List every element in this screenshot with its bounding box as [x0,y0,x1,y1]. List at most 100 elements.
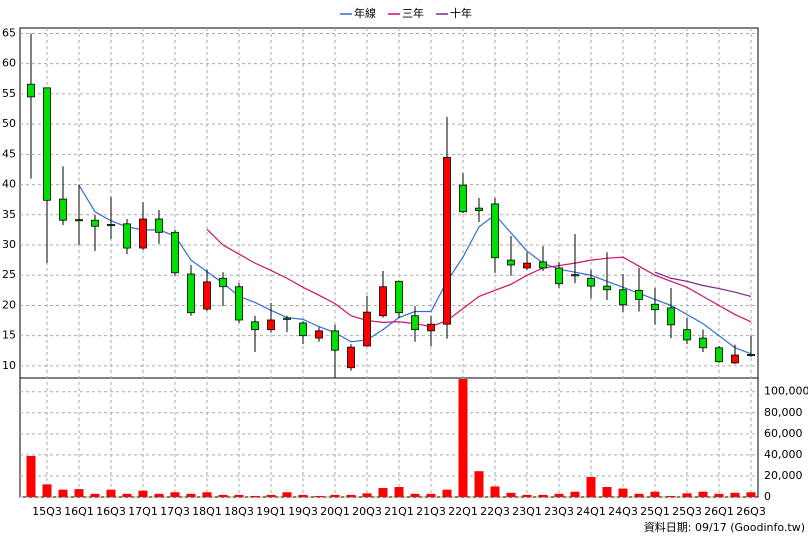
y-tick-label: 50 [2,117,16,130]
candle-body [315,330,323,339]
volume-bar [538,494,548,497]
volume-bar [730,492,740,497]
y2-tick-label: 100,000 [764,385,808,398]
candle-body [619,289,627,306]
x-tick-label: 24Q1 [576,505,606,518]
volume-bar [282,492,292,497]
volume-bar [74,489,84,497]
volume-bar [442,489,452,497]
volume-bar [314,495,324,497]
candle-body [587,277,595,287]
volume-bar [618,488,628,497]
y-tick-label: 35 [2,208,16,221]
x-tick-label: 23Q3 [544,505,574,518]
y2-tick-label: 80,000 [764,406,803,419]
candle-body [747,354,755,357]
x-tick-label: 25Q1 [640,505,670,518]
candle-body [651,303,659,311]
y-tick-label: 60 [2,57,16,70]
candle-body [667,307,675,326]
x-tick-label: 18Q3 [224,505,254,518]
x-tick-label: 26Q1 [704,505,734,518]
candle-body [91,219,99,227]
candle-body [571,274,579,277]
candle-body [123,223,131,249]
x-tick-label: 23Q1 [512,505,542,518]
x-tick-label: 22Q1 [448,505,478,518]
volume-bar [458,379,468,497]
candle-body [299,322,307,337]
y-tick-label: 30 [2,238,16,251]
volume-bar [26,455,36,497]
volume-bar [666,495,676,497]
candle-body [331,330,339,351]
candle-body [395,280,403,314]
volume-bar [410,493,420,497]
volume-bar [58,489,68,497]
x-tick-label: 18Q1 [192,505,222,518]
volume-bar [234,494,244,497]
x-tick-label: 20Q3 [352,505,382,518]
y-tick-label: 15 [2,329,16,342]
y-tick-label: 45 [2,147,16,160]
y-tick-label: 20 [2,298,16,311]
volume-bar [250,495,260,497]
candle-body [715,347,723,363]
volume-bar [154,493,164,497]
x-tick-label: 16Q3 [96,505,126,518]
x-tick-label: 17Q1 [128,505,158,518]
volume-bar [570,491,580,497]
volume-bar [682,493,692,497]
x-tick-label: 21Q1 [384,505,414,518]
x-tick-label: 20Q1 [320,505,350,518]
candle-body [283,317,291,320]
x-tick-label: 19Q1 [256,505,286,518]
volume-bar [522,494,532,497]
candle-body [267,319,275,331]
volume-bar [362,493,372,497]
candle-body [731,354,739,364]
y2-tick-label: 40,000 [764,448,803,461]
candle-body [539,261,547,269]
candle-body [171,231,179,274]
candle-body [235,286,243,321]
candle-body [219,277,227,288]
volume-bar [106,489,116,497]
y-tick-label: 65 [2,26,16,39]
x-tick-label: 17Q3 [160,505,190,518]
candle-body [459,184,467,213]
candle-body [507,259,515,266]
x-tick-label: 21Q3 [416,505,446,518]
candle-body [139,218,147,249]
candle-body [59,198,67,221]
volume-bar [186,493,196,497]
x-tick-label: 24Q3 [608,505,638,518]
candle-body [427,323,435,332]
volume-bar [554,493,564,497]
volume-bar [346,494,356,497]
volume-bar [602,486,612,497]
candle-body [251,321,259,331]
volume-bar [586,476,596,497]
candle-body [203,281,211,310]
volume-bar [650,491,660,497]
x-tick-label: 22Q3 [480,505,510,518]
candle-body [411,315,419,331]
volume-bar [634,493,644,497]
volume-bar [746,492,756,497]
volume-bar [506,492,516,497]
volume-bar [714,493,724,497]
volume-bar [490,486,500,497]
candle-body [107,224,115,227]
candle-body [155,218,163,233]
y-tick-label: 55 [2,87,16,100]
candle-body [43,87,51,201]
x-tick-label: 26Q3 [736,505,766,518]
volume-bar [426,493,436,497]
y2-tick-label: 20,000 [764,469,803,482]
candle-body [491,203,499,259]
candle-body [27,83,35,98]
volume-bar [90,493,100,497]
legend-label: 十年 [450,6,472,20]
